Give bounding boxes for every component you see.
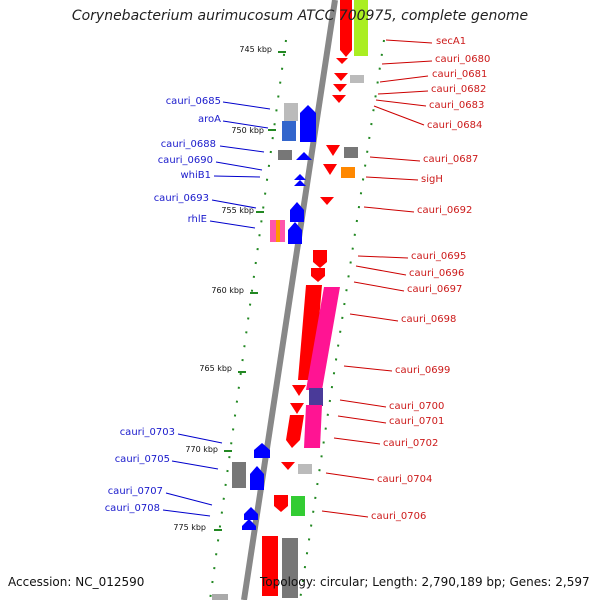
gene-cauri-0704 [281,462,295,470]
gene-label-right[interactable]: secA1 [436,36,467,47]
gene-sigh-red [323,164,337,175]
gene-label-left[interactable]: cauri_0688 [160,139,216,150]
tick-label: 765 kbp [199,364,232,373]
scale-ticks [214,51,286,531]
gene-label-right[interactable]: cauri_0681 [432,69,488,80]
gene-cauri-0702 [304,405,322,448]
gene-label-left[interactable]: cauri_0703 [119,427,175,438]
gene-label-right[interactable]: cauri_0699 [395,365,451,376]
gene-label-right[interactable]: cauri_0695 [411,251,467,262]
tick-label: 745 kbp [239,45,272,54]
gene-cauri-0700 [292,385,306,396]
gene-label-right[interactable]: cauri_0697 [407,284,463,295]
gene-cauri-0689 [296,152,312,160]
gene-whib1-a [294,174,306,180]
gene-cauri-0680 [336,58,348,64]
gene-cauri-0681 [334,73,348,81]
gene-label-right[interactable]: sigH [421,174,443,185]
gene-cauri-0705-arrow [250,466,264,490]
gene-cauri-0706 [291,496,305,516]
gene-label-left[interactable]: cauri_0707 [107,486,163,497]
gene-cauri-0682 [333,84,347,92]
gene-bottom-grey [212,594,228,600]
gene-label-left[interactable]: cauri_0690 [157,155,213,166]
gene-lower-red [262,536,278,596]
gene-label-right[interactable]: cauri_0706 [371,511,427,522]
gene-label-right[interactable]: cauri_0696 [409,268,465,279]
gene-label-right[interactable]: cauri_0700 [389,401,445,412]
gene-seca1-adj [354,0,368,56]
gene-cauri-0703 [254,443,270,458]
gene-cauri-0699 [306,287,340,390]
gene-cauri-0688 [278,150,292,160]
gene-cauri-0696 [311,268,325,282]
gene-cauri-0700-purple [309,388,323,406]
gene-cauri-0701 [290,403,304,414]
reverse-genes [212,103,316,600]
gene-label-right[interactable]: cauri_0702 [383,438,439,449]
gene-seca1 [340,0,352,57]
gene-label-left[interactable]: cauri_0685 [165,96,221,107]
gene-cauri-0708 [242,519,256,530]
tick-label: 750 kbp [231,126,264,135]
page-title: Corynebacterium aurimucosum ATCC 700975,… [71,8,529,24]
gene-label-right[interactable]: cauri_0687 [423,154,479,165]
gene-whib1-b [294,180,306,186]
gene-label-right[interactable]: cauri_0698 [401,314,457,325]
gene-label-right[interactable]: cauri_0683 [429,100,485,111]
gene-label-right[interactable]: cauri_0692 [417,205,473,216]
gene-lower-grey [282,538,298,598]
forward-genes [262,0,368,598]
tick-label: 770 kbp [185,445,218,454]
gene-cauri-0706-red [274,495,288,512]
gene-label-left[interactable]: rhlE [187,214,207,225]
gene-cauri-0686 [300,105,316,142]
gene-cauri-0687 [326,145,340,156]
gene-label-left[interactable]: aroA [198,114,221,125]
gene-sigh [341,167,355,178]
gene-cauri-0683 [332,95,346,103]
gene-cauri-0702-red [286,415,304,448]
genome-backbone [241,0,338,600]
gene-label-left[interactable]: cauri_0708 [104,503,160,514]
tick-label: 775 kbp [173,523,206,532]
gene-label-left[interactable]: cauri_0705 [114,454,170,465]
tick-label: 760 kbp [211,286,244,295]
gene-cauri-0707 [244,507,258,520]
left-callouts [162,101,271,517]
gene-label-left[interactable]: cauri_0693 [153,193,209,204]
gene-cauri-0692 [320,197,334,205]
gene-cauri-0687-grey [344,147,358,158]
gene-label-right[interactable]: cauri_0684 [427,120,483,131]
gene-label-right[interactable]: cauri_0682 [431,84,487,95]
gene-label-right[interactable]: cauri_0680 [435,54,491,65]
gene-cauri-0693 [290,202,304,222]
gene-cauri-0685 [284,103,298,121]
topology-text: Topology: circular; Length: 2,790,189 bp… [260,575,590,589]
gene-cauri-0695 [313,250,327,268]
gene-label-right[interactable]: cauri_0704 [377,474,433,485]
gene-aroa [282,121,296,141]
gene-rhle-arrow [288,222,302,244]
tick-label: 755 kbp [221,206,254,215]
right-callouts [321,39,433,518]
gene-rhle-band [276,220,280,242]
gene-cauri-0705 [232,462,246,488]
gene-cauri-0704-grey [298,464,312,474]
gene-label-left[interactable]: whiB1 [180,170,211,181]
gene-label-right[interactable]: cauri_0701 [389,416,445,427]
accession-text: Accession: NC_012590 [8,575,145,589]
gene-cauri-0681-grey [350,75,364,83]
